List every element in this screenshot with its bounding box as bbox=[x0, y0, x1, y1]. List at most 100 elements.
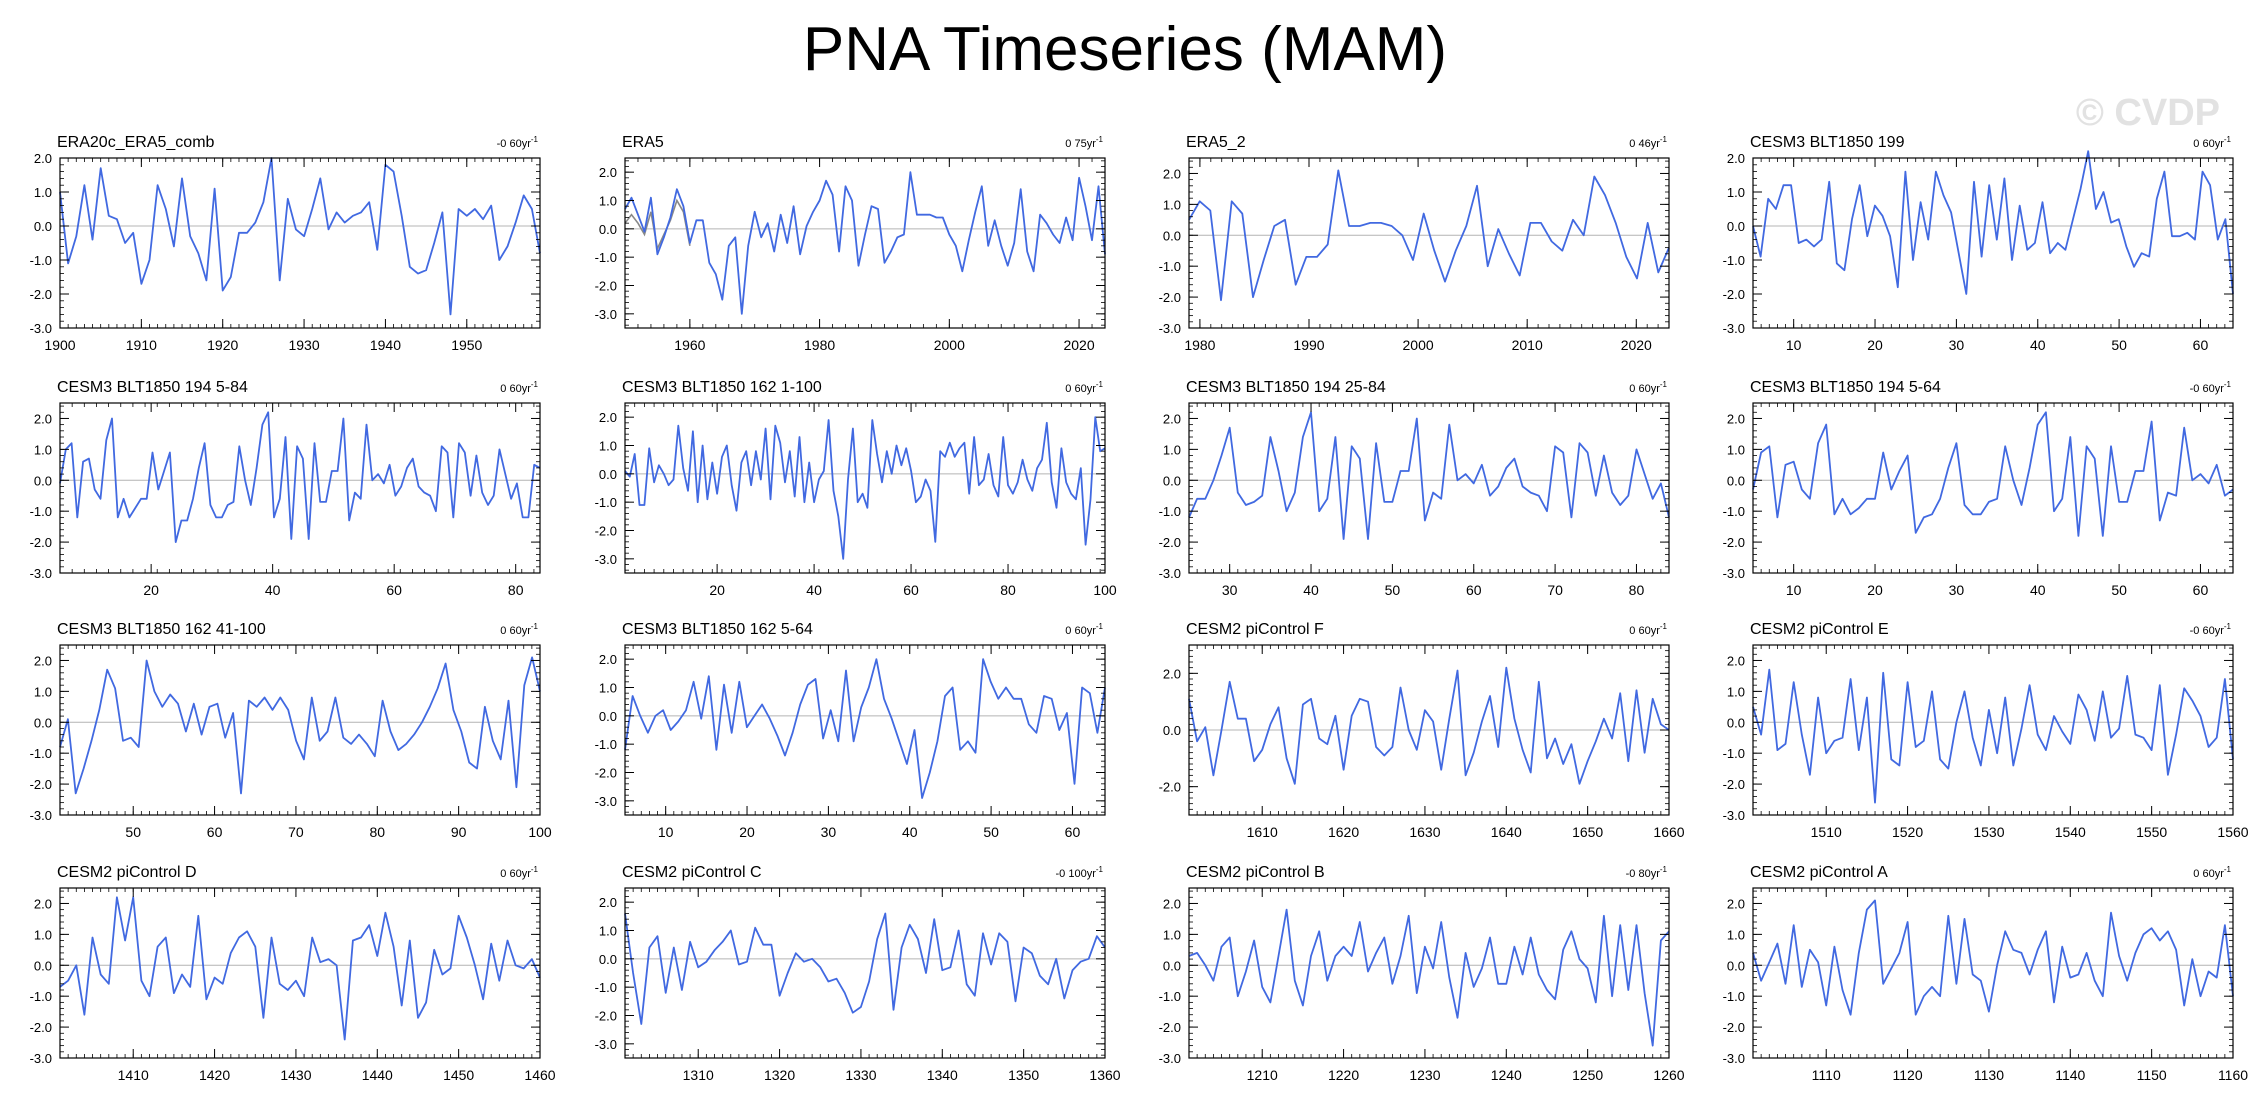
panel-title: CESM2 piControl B bbox=[1186, 864, 1325, 881]
panel-title: CESM3 BLT1850 199 bbox=[1750, 134, 1905, 151]
x-tick-label: 40 bbox=[2030, 582, 2046, 598]
panel-trend: 0 75yr-1 bbox=[1065, 135, 1103, 150]
series-line bbox=[59, 656, 541, 795]
plot-frame bbox=[1188, 887, 1670, 1059]
x-tick-label: 1940 bbox=[370, 337, 401, 353]
panel-trend-value: -0 60yr bbox=[2190, 383, 2225, 395]
panel-12: CESM2 piControl E -0 60yr-1 1510 1520 1530 15… bbox=[1723, 621, 2249, 840]
panel-16: CESM2 piControl A 0 60yr-1 1110 1120 1130 114… bbox=[1723, 864, 2249, 1083]
x-tick-label: 1640 bbox=[1491, 824, 1522, 840]
panel-trend-value: -0 60yr bbox=[497, 138, 532, 150]
x-tick-label: 100 bbox=[1093, 582, 1117, 598]
panel-title: CESM2 piControl E bbox=[1750, 621, 1889, 638]
y-tick-label: -2.0 bbox=[1723, 1020, 1745, 1035]
y-tick-label: 2.0 bbox=[599, 165, 617, 180]
plot-frame bbox=[1752, 402, 2234, 574]
x-tick-label: 80 bbox=[508, 582, 524, 598]
x-tick-label: 1660 bbox=[1653, 824, 1684, 840]
y-tick-label: -1.0 bbox=[30, 504, 52, 519]
y-tick-label: 1.0 bbox=[1727, 927, 1745, 942]
panel-trend: 0 60yr-1 bbox=[2193, 135, 2231, 150]
y-tick-label: -2.0 bbox=[1159, 780, 1181, 795]
panel-title: ERA5 bbox=[622, 134, 664, 151]
y-tick-label: -3.0 bbox=[595, 1037, 617, 1052]
page-title: PNA Timeseries (MAM) bbox=[802, 15, 1448, 84]
x-tick-label: 1630 bbox=[1409, 824, 1440, 840]
plot-frame bbox=[59, 402, 541, 574]
x-tick-label: 60 bbox=[903, 582, 919, 598]
y-tick-label: 2.0 bbox=[1163, 666, 1181, 681]
x-tick-label: 70 bbox=[1547, 582, 1563, 598]
y-tick-label: -1.0 bbox=[30, 253, 52, 268]
y-tick-label: -1.0 bbox=[1159, 504, 1181, 519]
x-tick-label: 40 bbox=[806, 582, 822, 598]
x-tick-label: 2020 bbox=[1063, 337, 1094, 353]
x-tick-label: 1950 bbox=[451, 337, 482, 353]
x-tick-label: 80 bbox=[1629, 582, 1645, 598]
panel-trend-value: 0 60yr bbox=[500, 868, 531, 880]
x-tick-label: 1540 bbox=[2055, 824, 2086, 840]
panel-title: CESM2 piControl D bbox=[57, 864, 197, 881]
y-tick-label: 2.0 bbox=[34, 411, 52, 426]
panel-10: CESM3 BLT1850 162 5-64 0 60yr-1 10 20 30 40 50… bbox=[595, 621, 1106, 840]
panel-trend-value: 0 60yr bbox=[1629, 625, 1660, 637]
y-tick-label: 2.0 bbox=[1163, 411, 1181, 426]
y-tick-label: -1.0 bbox=[595, 495, 617, 510]
watermark-logo: © CVDP bbox=[2075, 92, 2220, 134]
panel-title: ERA20c_ERA5_comb bbox=[57, 134, 215, 151]
y-tick-label: 1.0 bbox=[34, 927, 52, 942]
panel-trend: -0 60yr-1 bbox=[2190, 380, 2232, 395]
y-tick-label: 0.0 bbox=[599, 467, 617, 482]
y-tick-label: 1.0 bbox=[1163, 442, 1181, 457]
y-tick-label: -2.0 bbox=[595, 1009, 617, 1024]
panel-5: CESM3 BLT1850 194 5-84 0 60yr-1 20 40 60 80 2.… bbox=[30, 379, 541, 598]
x-tick-label: 1160 bbox=[2218, 1067, 2248, 1083]
plot-frame bbox=[624, 157, 1106, 329]
series-line bbox=[1752, 150, 2234, 295]
x-tick-label: 60 bbox=[207, 824, 223, 840]
x-tick-label: 1460 bbox=[524, 1067, 555, 1083]
y-tick-label: 0.0 bbox=[1163, 473, 1181, 488]
x-tick-label: 2000 bbox=[1403, 337, 1434, 353]
y-tick-label: 2.0 bbox=[1163, 166, 1181, 181]
y-tick-label: 0.0 bbox=[34, 958, 52, 973]
panel-title: CESM3 BLT1850 194 25-84 bbox=[1186, 379, 1386, 396]
panel-11: CESM2 piControl F 0 60yr-1 1610 1620 1630 164… bbox=[1159, 621, 1685, 840]
panel-title: CESM2 piControl C bbox=[622, 864, 762, 881]
y-tick-label: -1.0 bbox=[1723, 746, 1745, 761]
x-tick-label: 80 bbox=[1000, 582, 1016, 598]
x-tick-label: 1920 bbox=[207, 337, 238, 353]
x-tick-label: 50 bbox=[983, 824, 999, 840]
series-line bbox=[624, 171, 1106, 315]
y-tick-label: -2.0 bbox=[30, 287, 52, 302]
x-tick-label: 80 bbox=[369, 824, 385, 840]
panel-14: CESM2 piControl C -0 100yr-1 1310 1320 1330 1… bbox=[595, 864, 1121, 1083]
x-tick-label: 1320 bbox=[764, 1067, 795, 1083]
panel-trend-value: 0 60yr bbox=[2193, 138, 2224, 150]
panel-15: CESM2 piControl B -0 80yr-1 1210 1220 1230 12… bbox=[1159, 864, 1685, 1083]
panel-trend-exponent: -1 bbox=[1660, 135, 1668, 144]
panel-13: CESM2 piControl D 0 60yr-1 1410 1420 1430 144… bbox=[30, 864, 556, 1083]
y-tick-label: -3.0 bbox=[1723, 808, 1745, 823]
y-tick-label: -2.0 bbox=[1723, 777, 1745, 792]
y-tick-label: -1.0 bbox=[1723, 504, 1745, 519]
panel-trend-value: 0 75yr bbox=[1065, 138, 1096, 150]
panel-trend: 0 46yr-1 bbox=[1629, 135, 1667, 150]
y-tick-label: 2.0 bbox=[1727, 653, 1745, 668]
y-tick-label: 1.0 bbox=[599, 439, 617, 454]
series-line bbox=[1188, 908, 1670, 1047]
y-tick-label: -1.0 bbox=[1723, 253, 1745, 268]
y-tick-label: 2.0 bbox=[34, 896, 52, 911]
series-line bbox=[59, 896, 541, 1041]
panel-trend-exponent: -1 bbox=[531, 865, 539, 874]
x-tick-label: 1520 bbox=[1892, 824, 1923, 840]
x-tick-label: 1240 bbox=[1491, 1067, 1522, 1083]
y-tick-label: -3.0 bbox=[30, 1051, 52, 1066]
plot-frame bbox=[1752, 157, 2234, 329]
y-tick-label: 0.0 bbox=[34, 473, 52, 488]
y-tick-label: -2.0 bbox=[1159, 535, 1181, 550]
x-tick-label: 1410 bbox=[118, 1067, 149, 1083]
x-tick-label: 70 bbox=[288, 824, 304, 840]
panel-trend-exponent: -1 bbox=[2224, 622, 2232, 631]
x-tick-label: 60 bbox=[2193, 582, 2209, 598]
